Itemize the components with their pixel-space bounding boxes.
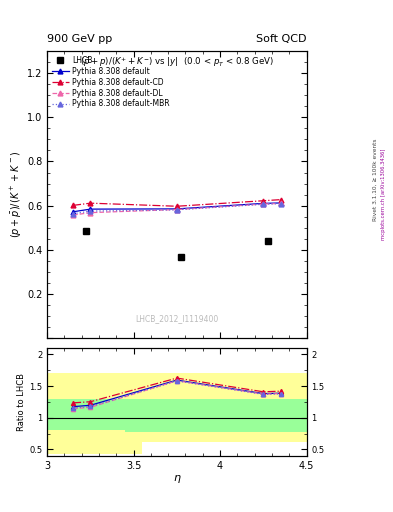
Text: Rivet 3.1.10, ≥ 100k events: Rivet 3.1.10, ≥ 100k events [373, 139, 378, 222]
LHCB [265, 238, 270, 244]
Text: Soft QCD: Soft QCD [256, 33, 307, 44]
Pythia 8.308 default-DL [261, 201, 266, 207]
Pythia 8.308 default-CD [88, 200, 93, 206]
Pythia 8.308 default-CD [174, 203, 179, 209]
Pythia 8.308 default [261, 200, 266, 206]
Pythia 8.308 default-DL [71, 212, 75, 218]
X-axis label: $\eta$: $\eta$ [173, 473, 181, 485]
Text: 900 GeV pp: 900 GeV pp [47, 33, 112, 44]
Y-axis label: Ratio to LHCB: Ratio to LHCB [17, 373, 26, 431]
Pythia 8.308 default-MBR [278, 201, 283, 207]
Line: Pythia 8.308 default-DL: Pythia 8.308 default-DL [71, 201, 283, 218]
Legend: LHCB, Pythia 8.308 default, Pythia 8.308 default-CD, Pythia 8.308 default-DL, Py: LHCB, Pythia 8.308 default, Pythia 8.308… [50, 53, 172, 111]
LHCB [179, 254, 184, 260]
Y-axis label: $(p+\bar{p})/(K^+ + K^-)$: $(p+\bar{p})/(K^+ + K^-)$ [9, 151, 24, 239]
Pythia 8.308 default-MBR [88, 208, 93, 214]
Pythia 8.308 default-CD [278, 197, 283, 203]
Pythia 8.308 default-DL [174, 206, 179, 212]
Pythia 8.308 default [88, 206, 93, 212]
Pythia 8.308 default-CD [261, 198, 266, 204]
Pythia 8.308 default-DL [88, 209, 93, 216]
Pythia 8.308 default-MBR [71, 210, 75, 217]
Text: LHCB_2012_I1119400: LHCB_2012_I1119400 [135, 314, 219, 324]
Text: $(\bar{p}+p)/(K^{+}+K^{-})$ vs $|y|$  (0.0 < $p_T$ < 0.8 GeV): $(\bar{p}+p)/(K^{+}+K^{-})$ vs $|y|$ (0.… [80, 55, 274, 69]
Line: Pythia 8.308 default-CD: Pythia 8.308 default-CD [71, 197, 283, 209]
LHCB [84, 227, 88, 233]
Pythia 8.308 default [278, 200, 283, 206]
Line: LHCB: LHCB [83, 227, 271, 261]
Pythia 8.308 default [174, 206, 179, 212]
Text: mcplots.cern.ch [arXiv:1306.3436]: mcplots.cern.ch [arXiv:1306.3436] [381, 149, 386, 240]
Pythia 8.308 default-MBR [174, 207, 179, 213]
Pythia 8.308 default-MBR [261, 201, 266, 207]
Line: Pythia 8.308 default: Pythia 8.308 default [71, 201, 283, 214]
Pythia 8.308 default [71, 209, 75, 215]
Pythia 8.308 default-DL [278, 200, 283, 206]
Line: Pythia 8.308 default-MBR: Pythia 8.308 default-MBR [71, 201, 283, 216]
Pythia 8.308 default-CD [71, 202, 75, 208]
